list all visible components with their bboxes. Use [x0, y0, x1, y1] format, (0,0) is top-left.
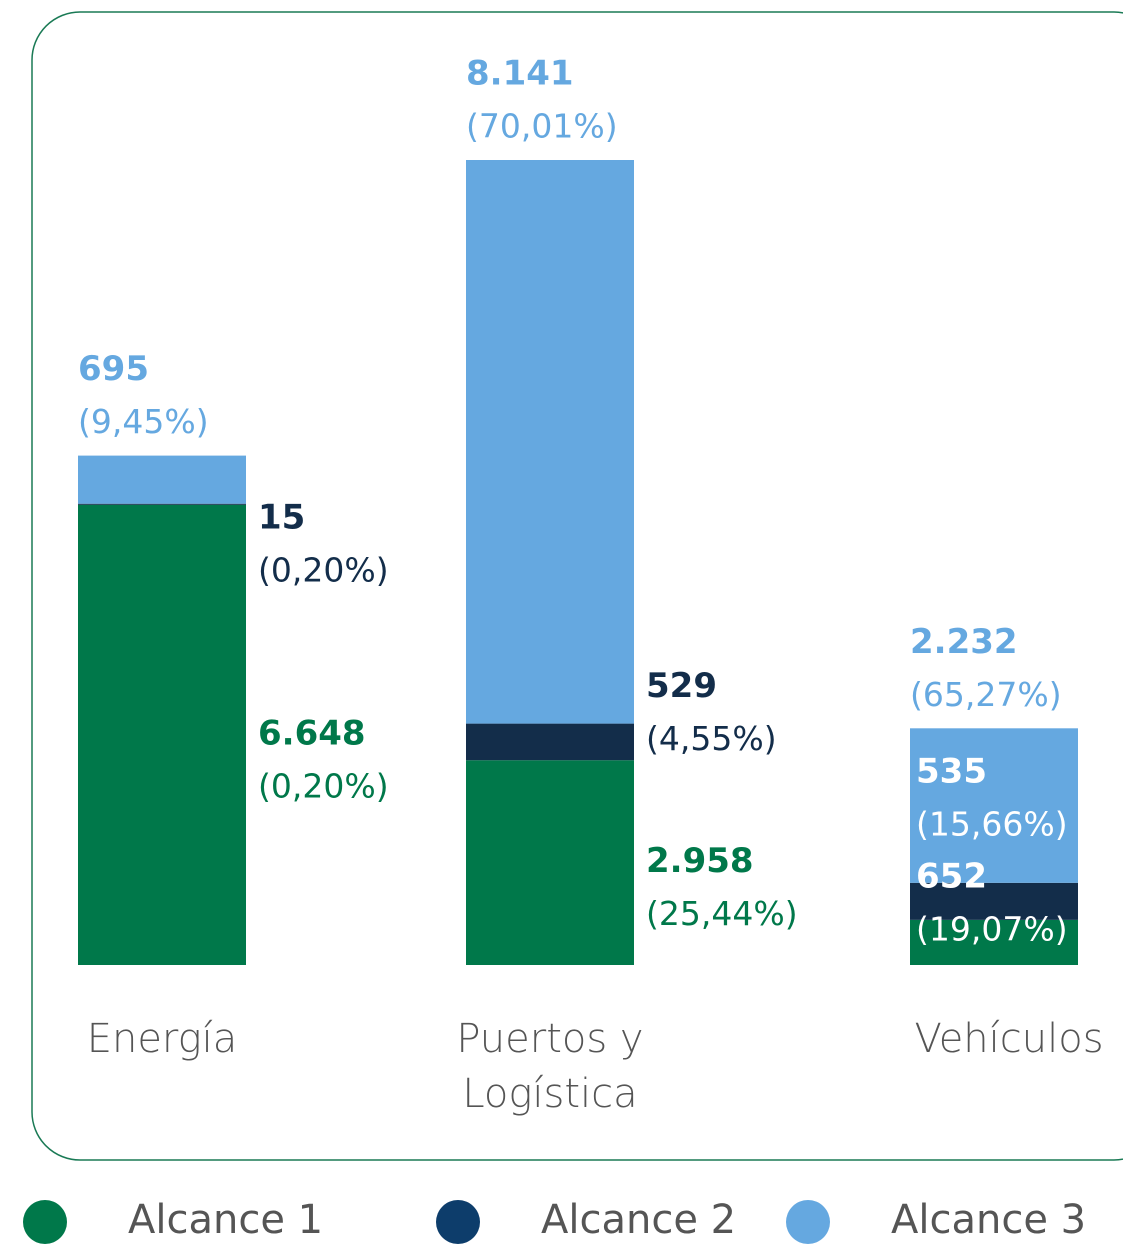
share-label: (65,27%)	[910, 675, 1062, 714]
x-tick-label: Puertos y Logística	[456, 1016, 644, 1117]
chart-frame	[31, 11, 1123, 1161]
legend-label: Alcance 2	[541, 1197, 736, 1243]
legend-label: Alcance 1	[128, 1197, 323, 1243]
share-label: (19,07%)	[916, 910, 1068, 949]
share-label: (15,66%)	[916, 805, 1068, 844]
x-tick-label: Vehículos	[914, 1016, 1104, 1062]
share-label: (0,20%)	[258, 551, 389, 590]
bar-segment	[910, 882, 1078, 920]
value-label: 529	[646, 666, 717, 706]
bar-segment	[910, 919, 1078, 965]
value-label: 535	[916, 752, 987, 792]
bar-segment	[466, 723, 634, 761]
value-label: 6.648	[258, 713, 366, 753]
share-label: (25,44%)	[646, 894, 798, 933]
bar-segment	[466, 760, 634, 965]
value-label: 2.958	[646, 841, 754, 881]
legend-label: Alcance 3	[891, 1197, 1086, 1243]
share-label: (70,01%)	[466, 107, 618, 146]
share-label: (9,45%)	[78, 402, 209, 441]
value-label: 2.232	[910, 622, 1018, 662]
bar-segment	[910, 728, 1078, 883]
legend-marker	[786, 1200, 830, 1244]
x-tick-label: Energía	[86, 1016, 238, 1062]
legend-marker	[436, 1200, 480, 1244]
share-label: (0,20%)	[258, 766, 389, 805]
bar-segment	[78, 455, 246, 504]
value-label: 652	[916, 857, 987, 897]
bar-segment	[78, 504, 246, 965]
bar-segment	[466, 160, 634, 724]
legend-marker	[23, 1200, 67, 1244]
value-label: 8.141	[466, 54, 574, 94]
value-label: 695	[78, 349, 149, 389]
bar-segment	[78, 503, 246, 505]
share-label: (4,55%)	[646, 719, 777, 758]
value-label: 15	[258, 498, 305, 538]
